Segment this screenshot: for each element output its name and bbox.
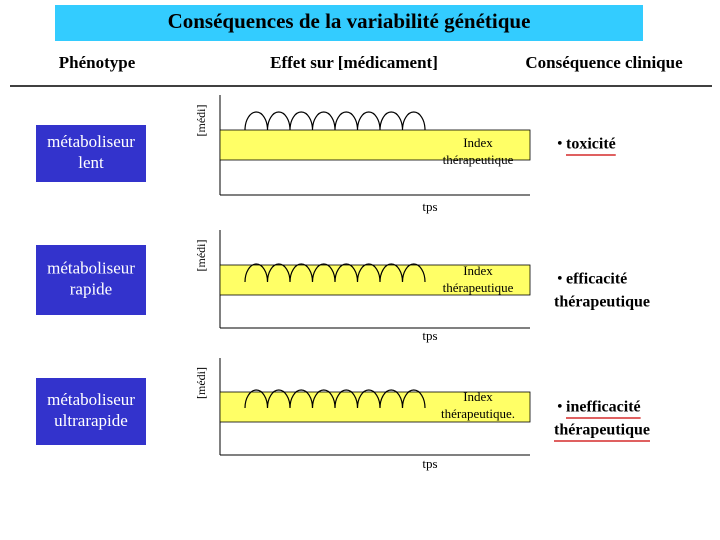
consequence: thérapeutique: [554, 294, 650, 311]
column-header: Effet sur [médicament]: [270, 53, 438, 72]
title-bar: [55, 5, 643, 41]
consequence: inefficacité: [566, 399, 641, 416]
consequence: toxicité: [566, 136, 616, 153]
phenotype-label: lent: [78, 153, 104, 172]
consequence: thérapeutique: [554, 422, 650, 439]
phenotype-box: [36, 125, 146, 182]
phenotype-box: [36, 378, 146, 445]
index-label: Index: [463, 263, 493, 278]
phenotype-label: métaboliseur: [47, 132, 135, 151]
index-label: thérapeutique: [443, 280, 514, 295]
index-label: Index: [463, 389, 493, 404]
bullet: •: [557, 136, 563, 153]
column-header: Conséquence clinique: [525, 53, 683, 72]
therapeutic-band: [219, 391, 531, 423]
consequence: efficacité: [566, 271, 627, 288]
y-axis-label: [médi]: [194, 105, 208, 137]
column-header: Phénotype: [59, 53, 136, 72]
therapeutic-band: [219, 264, 531, 296]
x-axis-label: tps: [422, 199, 437, 214]
concentration-wave: [244, 263, 426, 283]
bullet: •: [557, 399, 563, 416]
concentration-wave: [244, 111, 426, 131]
index-label: thérapeutique.: [441, 406, 515, 421]
bullet: •: [557, 271, 563, 288]
phenotype-label: rapide: [70, 279, 112, 298]
title: Conséquences de la variabilité génétique: [168, 9, 531, 33]
index-label: thérapeutique: [443, 152, 514, 167]
phenotype-label: ultrarapide: [54, 411, 128, 430]
index-label: Index: [463, 135, 493, 150]
y-axis-label: [médi]: [194, 240, 208, 272]
x-axis-label: tps: [422, 456, 437, 471]
phenotype-label: métaboliseur: [47, 390, 135, 409]
x-axis-label: tps: [422, 328, 437, 343]
concentration-wave: [244, 389, 426, 409]
phenotype-box: [36, 245, 146, 315]
y-axis-label: [médi]: [194, 367, 208, 399]
phenotype-label: métaboliseur: [47, 258, 135, 277]
therapeutic-band: [219, 129, 531, 161]
